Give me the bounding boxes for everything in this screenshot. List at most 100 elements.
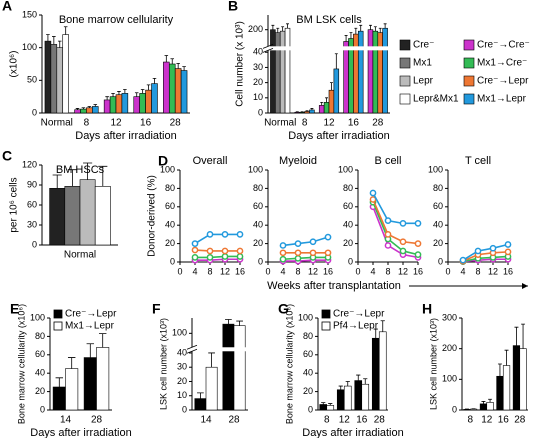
error-bar xyxy=(521,323,526,349)
series-line xyxy=(462,251,509,262)
y-tick-label: 80 xyxy=(35,331,45,341)
error-bar xyxy=(504,349,509,366)
y-axis-label: Donor-derived (%) xyxy=(147,175,158,257)
y-tick-label: 60 xyxy=(35,349,45,359)
y-tick-label: 100 xyxy=(160,164,175,174)
chart-title: Myeloid xyxy=(279,155,317,167)
x-tick-label: 16 xyxy=(413,266,423,276)
legend-swatch xyxy=(53,309,63,319)
x-tick-label: 16 xyxy=(498,415,510,426)
chart-title: Overall xyxy=(193,155,228,167)
y-tick-label: 20 xyxy=(177,376,187,386)
error-bar xyxy=(334,53,338,69)
error-bar xyxy=(225,319,232,325)
error-bar xyxy=(373,328,378,339)
bar xyxy=(361,383,370,411)
bar xyxy=(367,29,374,114)
y-tick-label: 0 xyxy=(258,107,263,117)
y-axis-label: Bone marrow cellularity (x10⁶) xyxy=(16,304,26,424)
y-tick-label: 200 xyxy=(248,24,263,34)
series-line xyxy=(195,258,240,261)
panel-letter: A xyxy=(2,0,12,14)
y-tick-label: 100 xyxy=(30,312,45,322)
y-tick-label: 0 xyxy=(308,404,313,414)
y-tick-label: 40 xyxy=(35,368,45,378)
point xyxy=(399,238,407,246)
bar xyxy=(49,188,66,246)
y-tick-label: 120 xyxy=(22,159,37,169)
point xyxy=(504,241,512,248)
bar xyxy=(309,109,315,114)
x-tick-label: 8 xyxy=(295,266,300,276)
bar xyxy=(74,109,81,114)
y-tick-label: 0 xyxy=(40,404,45,414)
y-tick-label: 60 xyxy=(165,201,175,211)
error-bar xyxy=(378,27,382,33)
error-bar xyxy=(98,333,107,348)
x-tick-label: Normal xyxy=(41,118,73,129)
y-tick-label: 30 xyxy=(253,62,263,72)
legend-label: Cre⁻ xyxy=(413,40,434,51)
point xyxy=(384,242,392,249)
x-tick-label: 16 xyxy=(348,118,360,129)
x-tick-label: 4 xyxy=(370,266,375,276)
y-tick-label: 60 xyxy=(433,201,443,211)
y-tick-label: 0 xyxy=(170,256,175,266)
legend-swatch xyxy=(399,75,411,87)
bar xyxy=(64,186,81,246)
series-line xyxy=(462,243,509,261)
y-tick-label: 200 xyxy=(442,343,457,353)
x-tick-label: 12 xyxy=(398,266,408,276)
y-tick-label: 80 xyxy=(433,183,443,193)
legend-label: Lepr&Mx1 xyxy=(413,94,459,105)
error-bar xyxy=(349,32,353,39)
panel-letter: C xyxy=(2,148,12,164)
bar xyxy=(463,409,471,411)
bar xyxy=(44,40,52,114)
bar xyxy=(180,70,188,114)
error-bar xyxy=(182,66,186,71)
point xyxy=(191,246,199,254)
y-tick-label: 150 xyxy=(22,9,37,19)
break-mark xyxy=(186,344,198,354)
bar xyxy=(62,34,69,114)
panel-letter: E xyxy=(10,301,19,317)
bar xyxy=(86,107,93,114)
error-bar xyxy=(164,55,169,63)
y-tick-label: 10 xyxy=(177,390,187,400)
y-tick-label: 80 xyxy=(253,183,263,193)
error-bar xyxy=(383,23,387,29)
y-tick-label: 0 xyxy=(182,404,187,414)
legend-label: Cre⁻→Lepr xyxy=(333,309,385,320)
y-tick-label: 0 xyxy=(452,404,457,414)
bar xyxy=(270,29,276,114)
point xyxy=(384,231,392,238)
bar xyxy=(502,365,511,411)
bar xyxy=(151,83,158,114)
point xyxy=(206,247,214,255)
point xyxy=(474,247,482,255)
y-tick-label: 100 xyxy=(338,164,353,174)
bar xyxy=(304,111,310,114)
panel-letter: H xyxy=(422,301,432,317)
x-tick-label: 16 xyxy=(356,415,368,426)
error-bar xyxy=(134,92,139,97)
x-tick-label: 0 xyxy=(265,266,270,276)
bar xyxy=(79,179,96,246)
point xyxy=(504,248,512,256)
y-tick-label: 60 xyxy=(343,201,353,211)
bar xyxy=(382,27,388,114)
bar xyxy=(319,404,328,411)
y-tick-label: 40 xyxy=(343,220,353,230)
bar xyxy=(357,30,364,114)
legend-label: Mx1→Lepr xyxy=(65,321,115,332)
y-tick-label: 60 xyxy=(303,349,313,359)
x-tick-label: 28 xyxy=(170,118,182,129)
x-tick-label: 28 xyxy=(91,415,103,426)
y-tick-label: 40 xyxy=(253,220,263,230)
panel-letter: G xyxy=(278,301,289,317)
x-tick-label: 12 xyxy=(308,266,318,276)
x-axis-label: Days after irradiation xyxy=(288,130,390,142)
x-tick-label: 0 xyxy=(445,266,450,276)
error-bar xyxy=(86,343,95,358)
